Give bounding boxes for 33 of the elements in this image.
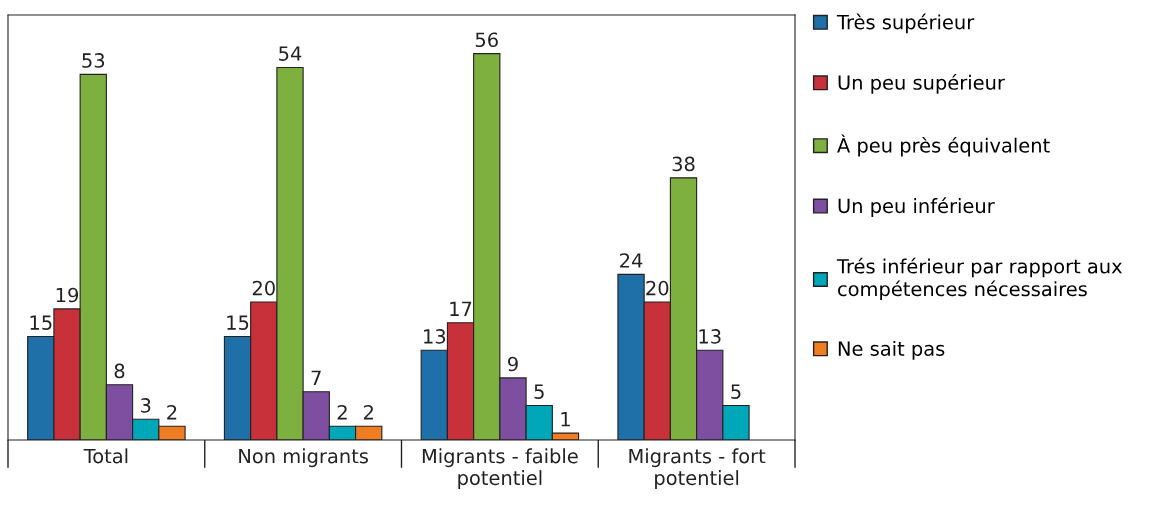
data-label: 20	[252, 280, 275, 296]
x-tick-label: Migrants - faible potentiel	[422, 448, 578, 489]
x-tick-label: Total	[83, 448, 128, 464]
data-label: 2	[363, 404, 373, 420]
data-label: 19	[56, 287, 79, 303]
data-label: 53	[82, 53, 105, 68]
data-label: 20	[646, 280, 669, 296]
data-label: 5	[534, 384, 544, 399]
legend-label: À peu près équivalent	[837, 134, 1050, 157]
data-label: 5	[731, 384, 741, 399]
legend-label: Très supérieur	[836, 13, 975, 34]
data-label: 1	[561, 412, 570, 427]
data-label: 17	[450, 301, 472, 316]
data-label: 9	[508, 356, 518, 372]
data-label: 13	[699, 329, 721, 344]
data-label: 2	[167, 404, 177, 420]
data-label: 54	[279, 46, 302, 61]
data-label: 38	[672, 156, 695, 172]
legend-label: Trés inférieur par rapport aux compétences nécessaires	[836, 257, 1123, 301]
data-label: 56	[475, 32, 498, 48]
data-label: 8	[114, 363, 125, 379]
data-label: 3	[141, 398, 151, 413]
x-tick-label: Migrants - fort potentiel	[629, 448, 766, 489]
legend-label: Un peu inférieur	[838, 197, 995, 217]
data-label: 7	[311, 370, 321, 385]
legend-label: Ne sait pas	[838, 340, 945, 360]
x-tick-label: Non migrants	[239, 448, 368, 468]
data-label: 15	[227, 315, 249, 330]
data-label: 2	[337, 404, 347, 420]
data-label: 13	[424, 329, 446, 344]
data-label: 24	[620, 253, 643, 268]
legend-label: Un peu supérieur	[838, 74, 1005, 94]
data-label: 15	[30, 315, 52, 330]
